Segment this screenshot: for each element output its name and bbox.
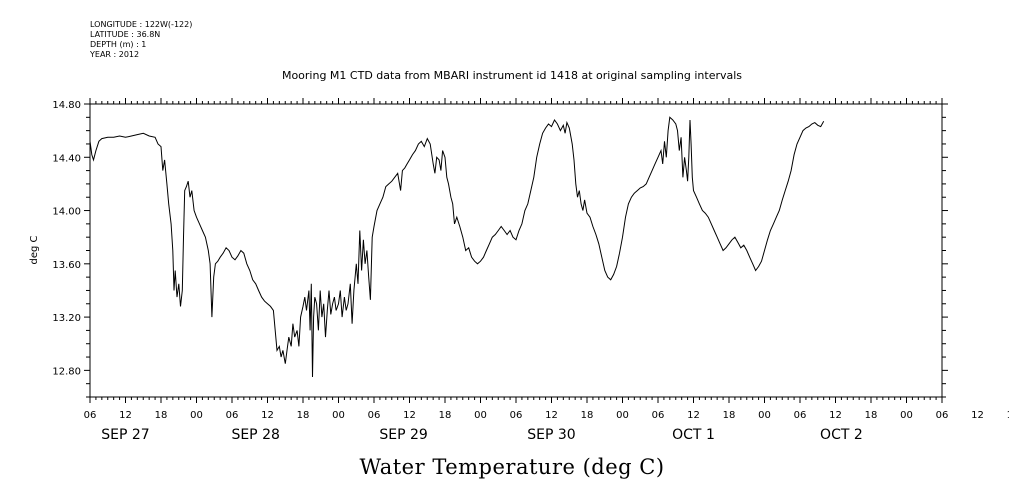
date-label: OCT 2	[820, 427, 863, 443]
date-label: OCT 1	[672, 427, 715, 443]
x-tick-label: 00	[190, 410, 203, 421]
meta-depth: DEPTH (m) : 1	[90, 40, 147, 49]
y-tick-label: 14.80	[52, 100, 81, 111]
x-tick-label: 00	[758, 410, 771, 421]
date-labels: SEP 27 SEP 28 SEP 29 SEP 30 OCT 1 OCT 2	[101, 427, 863, 443]
meta-longitude: LONGITUDE : 122W(-122)	[90, 20, 193, 29]
x-tick-label: 12	[829, 410, 842, 421]
x-tick-label: 06	[510, 410, 523, 421]
y-tick-label: 12.80	[52, 366, 81, 377]
y-tick-label: 13.60	[52, 260, 81, 271]
x-tick-label: 06	[368, 410, 381, 421]
meta-latitude: LATITUDE : 36.8N	[90, 30, 161, 39]
date-label: SEP 30	[527, 427, 575, 443]
date-label: SEP 27	[101, 427, 149, 443]
date-label: SEP 28	[231, 427, 279, 443]
axis-ticks	[84, 98, 948, 403]
chart-footer-title: Water Temperature (deg C)	[359, 455, 665, 479]
date-label: SEP 29	[379, 427, 427, 443]
x-tick-label: 12	[403, 410, 416, 421]
x-tick-label: 18	[439, 410, 452, 421]
x-tick-label: 12	[545, 410, 558, 421]
chart-title: Mooring M1 CTD data from MBARI instrumen…	[281, 69, 743, 82]
x-tick-label: 18	[581, 410, 594, 421]
x-tick-label: 06	[652, 410, 665, 421]
x-tick-label: 12	[971, 410, 984, 421]
y-tick-label: 14.40	[52, 153, 81, 164]
metadata-block: LONGITUDE : 122W(-122) LATITUDE : 36.8N …	[90, 20, 192, 60]
x-tick-label: 00	[474, 410, 487, 421]
x-tick-label: 12	[119, 410, 132, 421]
x-tick-label: 00	[900, 410, 913, 421]
x-tick-label: 06	[226, 410, 239, 421]
x-tick-label: 18	[1007, 410, 1009, 421]
x-tick-label: 18	[865, 410, 878, 421]
x-tick-label: 00	[332, 410, 345, 421]
x-tick-label: 18	[297, 410, 310, 421]
x-tick-label: 06	[84, 410, 97, 421]
meta-year: YEAR : 2012	[90, 50, 140, 59]
temperature-series-line	[89, 116, 825, 378]
x-tick-label: 00	[616, 410, 629, 421]
x-tick-label: 18	[723, 410, 736, 421]
x-tick-label: 06	[936, 410, 949, 421]
x-tick-label: 12	[687, 410, 700, 421]
x-tick-label: 12	[261, 410, 274, 421]
y-tick-label: 14.00	[52, 207, 81, 218]
plot-frame	[89, 103, 943, 398]
y-tick-label: 13.20	[52, 313, 81, 324]
y-tick-labels: 12.80 13.20 13.60 14.00 14.40 14.80	[52, 100, 81, 377]
x-tick-label: 06	[794, 410, 807, 421]
x-tick-label: 18	[155, 410, 168, 421]
x-tick-labels: 06 12 18 00 06 12 18 00 06 12 18 00 06 12 18 00 06 12 18 00…	[84, 410, 1009, 421]
